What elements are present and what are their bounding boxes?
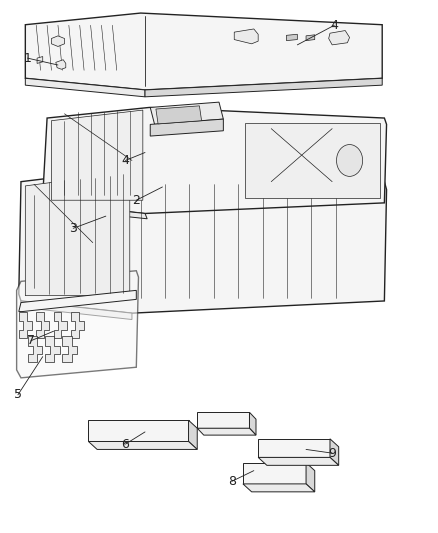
Text: 1: 1: [24, 52, 32, 64]
Polygon shape: [25, 172, 130, 296]
Polygon shape: [156, 106, 201, 124]
Polygon shape: [245, 123, 380, 198]
Polygon shape: [145, 78, 382, 97]
Text: 3: 3: [69, 222, 77, 235]
Polygon shape: [328, 30, 350, 45]
Polygon shape: [150, 102, 223, 124]
Polygon shape: [51, 36, 64, 46]
Polygon shape: [36, 312, 49, 338]
Polygon shape: [88, 420, 188, 441]
Polygon shape: [25, 13, 382, 90]
Polygon shape: [197, 428, 256, 435]
Polygon shape: [25, 78, 145, 97]
Polygon shape: [62, 336, 77, 362]
Polygon shape: [243, 484, 315, 492]
Polygon shape: [43, 108, 387, 214]
Polygon shape: [19, 312, 32, 338]
Polygon shape: [286, 34, 297, 41]
Text: 4: 4: [330, 19, 338, 32]
Polygon shape: [188, 420, 197, 449]
Polygon shape: [306, 463, 315, 492]
Text: 9: 9: [328, 447, 336, 459]
Polygon shape: [17, 271, 138, 378]
Polygon shape: [19, 168, 387, 313]
Polygon shape: [150, 119, 223, 136]
Polygon shape: [234, 29, 258, 44]
Polygon shape: [56, 60, 66, 69]
Polygon shape: [37, 56, 43, 63]
Polygon shape: [19, 290, 136, 312]
Polygon shape: [243, 463, 306, 484]
Text: 5: 5: [14, 389, 22, 401]
Text: 4: 4: [121, 154, 129, 167]
Polygon shape: [28, 336, 42, 362]
Polygon shape: [330, 439, 339, 465]
Text: 8: 8: [228, 475, 236, 488]
Text: 2: 2: [132, 193, 140, 207]
Polygon shape: [71, 312, 84, 338]
Polygon shape: [45, 203, 147, 219]
Polygon shape: [258, 457, 339, 465]
Polygon shape: [53, 312, 67, 338]
Circle shape: [336, 144, 363, 176]
Polygon shape: [21, 301, 132, 319]
Polygon shape: [88, 441, 197, 449]
Polygon shape: [306, 35, 315, 41]
Text: 7: 7: [27, 334, 35, 347]
Polygon shape: [197, 413, 250, 428]
Polygon shape: [258, 439, 330, 457]
Polygon shape: [250, 413, 256, 435]
Polygon shape: [51, 110, 143, 200]
Text: 6: 6: [121, 438, 129, 450]
Polygon shape: [45, 336, 60, 362]
